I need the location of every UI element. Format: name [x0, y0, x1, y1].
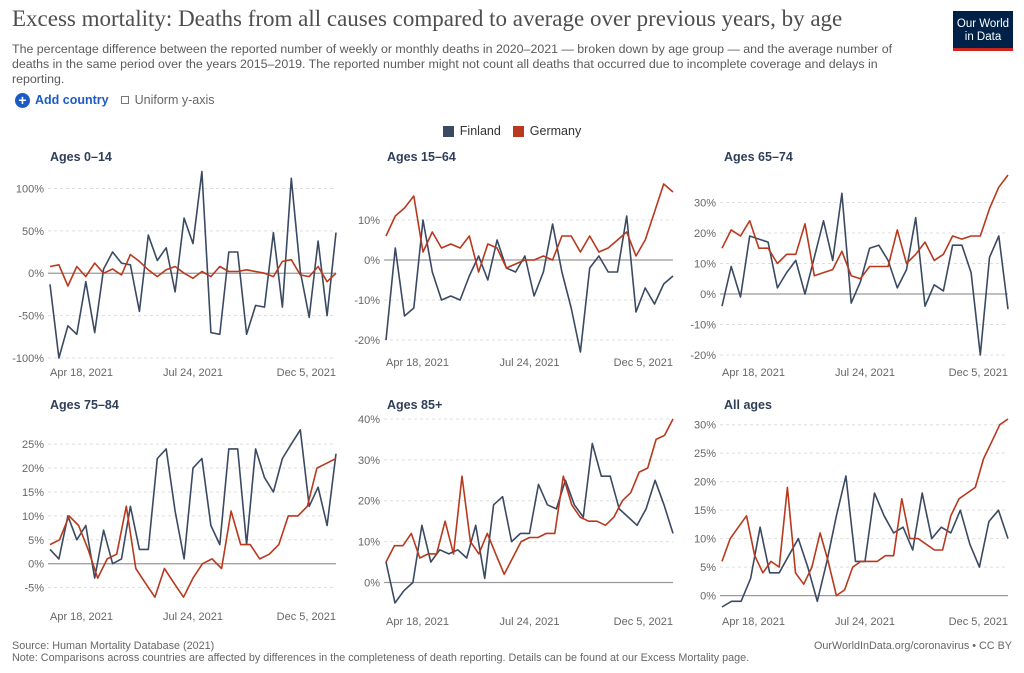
series-line-germany[interactable] — [721, 174, 1009, 280]
x-tick-label: Dec 5, 2021 — [277, 611, 336, 623]
y-tick-label: 10% — [694, 534, 716, 546]
y-tick-label: 10% — [22, 511, 44, 523]
chart-subtitle: The percentage difference between the re… — [12, 42, 893, 86]
panel-title: Ages 15–64 — [387, 150, 456, 164]
legend-swatch-finland — [442, 125, 454, 137]
x-tick-label: Apr 18, 2021 — [50, 367, 113, 379]
credit-link[interactable]: OurWorldInData.org/coronavirus • CC BY — [814, 640, 1012, 652]
footer: Source: Human Mortality Database (2021) … — [12, 640, 1012, 664]
y-tick-label: 20% — [22, 463, 44, 475]
x-tick-label: Jul 24, 2021 — [163, 367, 223, 379]
y-tick-label: 20% — [694, 228, 716, 240]
series-line-germany[interactable] — [49, 253, 337, 287]
uniform-y-axis-label: Uniform y-axis — [134, 93, 215, 107]
uniform-y-axis-toggle[interactable]: Uniform y-axis — [120, 93, 215, 107]
y-tick-label: -50% — [18, 311, 44, 323]
y-tick-label: 0% — [700, 289, 716, 301]
y-tick-label: 30% — [358, 455, 380, 467]
source-text: Source: Human Mortality Database (2021) — [12, 640, 215, 652]
y-tick-label: 10% — [694, 258, 716, 270]
legend-item-germany[interactable]: Germany — [512, 124, 582, 138]
x-tick-label: Dec 5, 2021 — [614, 616, 673, 628]
panel-title: All ages — [724, 398, 772, 412]
y-tick-label: 0% — [364, 255, 380, 267]
x-tick-label: Dec 5, 2021 — [614, 357, 673, 369]
y-tick-label: -10% — [690, 319, 716, 331]
x-tick-label: Jul 24, 2021 — [835, 616, 895, 628]
y-tick-label: 50% — [22, 226, 44, 238]
y-tick-label: 20% — [358, 496, 380, 508]
y-tick-label: -20% — [690, 350, 716, 362]
add-country-label: Add country — [35, 93, 109, 107]
y-tick-label: 5% — [700, 562, 716, 574]
y-tick-label: -20% — [354, 335, 380, 347]
y-tick-label: -10% — [354, 295, 380, 307]
logo-line-1: Our World — [956, 18, 1010, 30]
y-tick-label: -5% — [24, 583, 44, 595]
chart-controls: + Add country Uniform y-axis — [15, 90, 214, 110]
series-line-finland[interactable] — [721, 475, 1009, 608]
y-tick-label: 30% — [694, 197, 716, 209]
series-line-germany[interactable] — [385, 183, 674, 273]
x-tick-label: Jul 24, 2021 — [163, 611, 223, 623]
x-tick-label: Apr 18, 2021 — [50, 611, 113, 623]
y-tick-label: 15% — [694, 505, 716, 517]
y-tick-label: -100% — [12, 353, 44, 365]
x-tick-label: Jul 24, 2021 — [835, 367, 895, 379]
series-line-finland[interactable] — [385, 215, 674, 353]
panel-title: Ages 65–74 — [724, 150, 793, 164]
series-line-finland[interactable] — [49, 428, 337, 579]
y-tick-label: 5% — [28, 535, 44, 547]
series-line-germany[interactable] — [49, 457, 337, 599]
panel-title: Ages 75–84 — [50, 398, 119, 412]
x-tick-label: Apr 18, 2021 — [722, 367, 785, 379]
legend-item-finland[interactable]: Finland — [442, 124, 501, 138]
series-line-finland[interactable] — [721, 192, 1009, 356]
series-line-finland[interactable] — [49, 170, 337, 359]
legend: Finland Germany — [0, 124, 1024, 138]
checkbox-icon — [120, 96, 129, 104]
add-country-button[interactable]: + Add country — [15, 92, 109, 108]
owid-logo[interactable]: Our World in Data — [953, 11, 1013, 51]
y-tick-label: 0% — [28, 268, 44, 280]
plus-icon: + — [15, 92, 30, 108]
legend-label-finland: Finland — [459, 124, 501, 138]
x-tick-label: Jul 24, 2021 — [500, 616, 560, 628]
y-tick-label: 30% — [694, 420, 716, 432]
note-text: Note: Comparisons across countries are a… — [12, 652, 750, 664]
panel-title: Ages 0–14 — [50, 150, 112, 164]
chart-title: Excess mortality: Deaths from all causes… — [12, 6, 843, 31]
y-tick-label: 40% — [358, 414, 380, 426]
series-line-finland[interactable] — [385, 442, 674, 604]
legend-label-germany: Germany — [529, 124, 582, 138]
x-tick-label: Dec 5, 2021 — [277, 367, 336, 379]
series-line-germany[interactable] — [721, 418, 1009, 597]
y-tick-label: 100% — [16, 183, 44, 195]
y-tick-label: 0% — [700, 591, 716, 603]
y-tick-label: 25% — [694, 448, 716, 460]
y-tick-label: 0% — [28, 559, 44, 571]
y-tick-label: 25% — [22, 439, 44, 451]
x-tick-label: Apr 18, 2021 — [722, 616, 785, 628]
y-tick-label: 0% — [364, 577, 380, 589]
x-tick-label: Jul 24, 2021 — [500, 357, 560, 369]
panel-title: Ages 85+ — [387, 398, 442, 412]
x-tick-label: Dec 5, 2021 — [949, 367, 1008, 379]
x-tick-label: Dec 5, 2021 — [949, 616, 1008, 628]
legend-swatch-germany — [512, 125, 524, 137]
logo-line-2: in Data — [964, 31, 1002, 43]
series-line-germany[interactable] — [385, 418, 674, 576]
x-tick-label: Apr 18, 2021 — [386, 357, 449, 369]
y-tick-label: 15% — [22, 487, 44, 499]
y-tick-label: 10% — [358, 215, 380, 227]
y-tick-label: 10% — [358, 537, 380, 549]
x-tick-label: Apr 18, 2021 — [386, 616, 449, 628]
y-tick-label: 20% — [694, 477, 716, 489]
